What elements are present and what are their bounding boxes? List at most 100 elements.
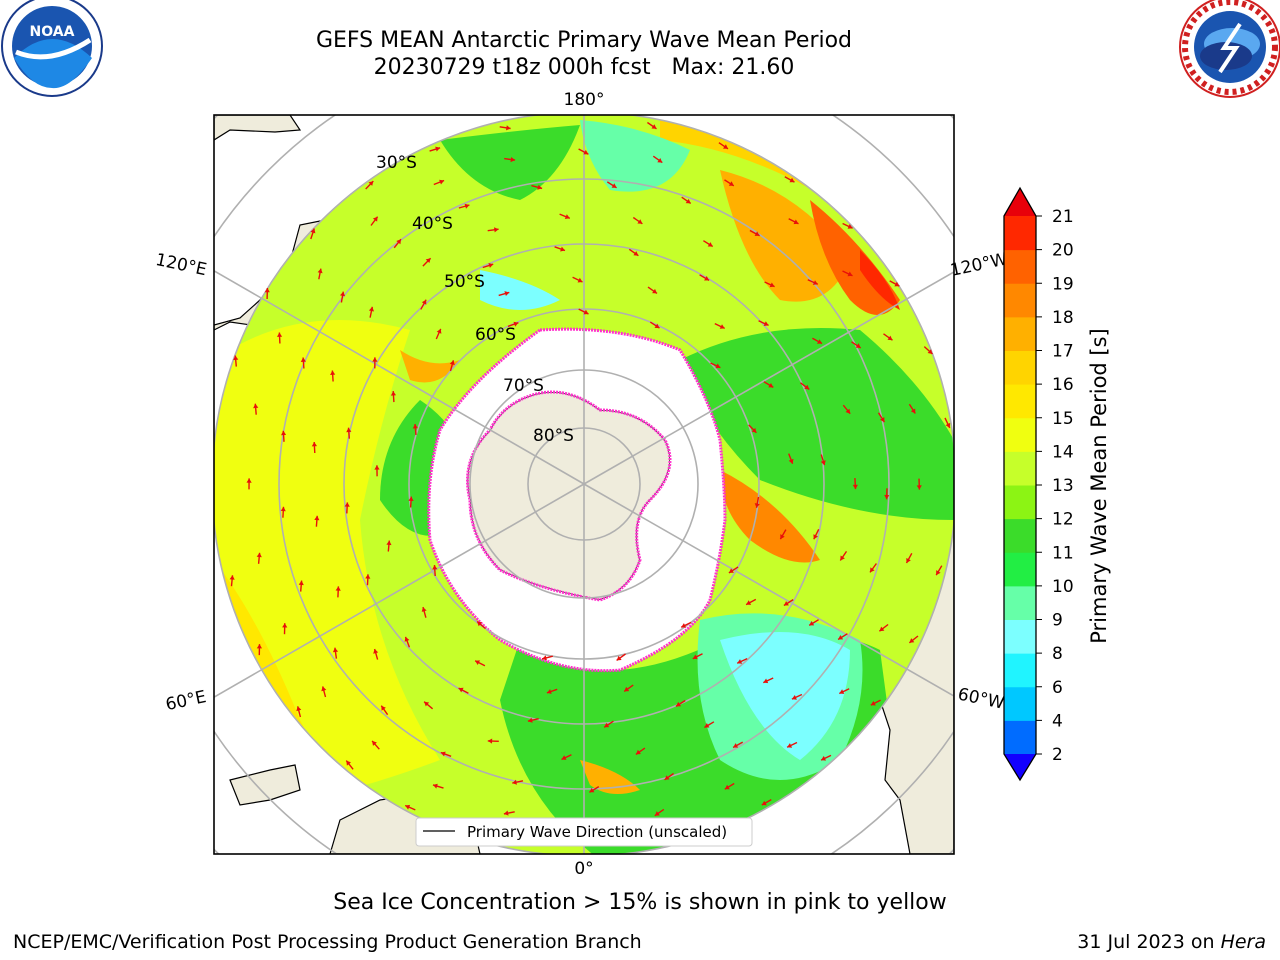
direction-arrow-head bbox=[264, 288, 270, 293]
direction-arrow-head bbox=[372, 357, 378, 362]
direction-arrow-head bbox=[751, 427, 757, 433]
direction-arrow-head bbox=[296, 706, 302, 712]
direction-arrow-head bbox=[855, 343, 861, 348]
direction-arrow-head bbox=[879, 417, 885, 423]
noaa-logo: NOAA bbox=[1, 0, 103, 97]
colorbar: 2 4 6 8 9 10 11 12 13 14 15 16 17 18 19 20 21 bbox=[1003, 186, 1074, 782]
direction-arrow-head bbox=[314, 515, 320, 521]
lon-label-60e: 60°E bbox=[164, 687, 208, 715]
sea-ice-note: Sea Ice Concentration > 15% is shown in … bbox=[333, 890, 947, 915]
direction-arrow-head bbox=[372, 216, 378, 222]
direction-arrow-head bbox=[421, 299, 427, 305]
direction-arrow-head bbox=[433, 783, 438, 789]
direction-arrow-head bbox=[277, 332, 283, 337]
direction-arrow-head bbox=[346, 427, 352, 433]
direction-arrow-head bbox=[432, 565, 438, 570]
direction-arrow-head bbox=[847, 271, 853, 277]
direction-arrow-head bbox=[298, 580, 304, 586]
direction-arrow-head bbox=[783, 601, 789, 606]
colorbar-segment bbox=[1004, 283, 1036, 318]
direction-arrow-head bbox=[768, 383, 774, 388]
direction-arrow-head bbox=[719, 324, 725, 329]
lat-label-40: 40°S bbox=[412, 214, 453, 234]
direction-arrow-head bbox=[793, 219, 799, 225]
direction-arrow-head bbox=[405, 804, 411, 810]
lon-label-60w: 60°W bbox=[956, 684, 1006, 713]
direction-arrow-head bbox=[787, 743, 793, 748]
direction-arrow-head bbox=[761, 800, 767, 806]
direction-arrow-head bbox=[657, 158, 663, 163]
direction-arrow-head bbox=[692, 654, 698, 660]
direction-arrow-head bbox=[494, 227, 499, 233]
colorbar-tick-label: 6 bbox=[1052, 678, 1063, 698]
direction-arrow-head bbox=[685, 198, 691, 204]
colorbar-tick-label: 8 bbox=[1052, 644, 1063, 664]
direction-arrow-head bbox=[676, 701, 681, 707]
direction-arrow-head bbox=[365, 574, 371, 579]
direction-arrow-head bbox=[633, 251, 639, 256]
colorbar-tick-label: 20 bbox=[1052, 241, 1074, 261]
lon-label-120e: 120°E bbox=[154, 250, 209, 280]
direction-arrow-head bbox=[724, 784, 730, 790]
direction-arrow-head bbox=[728, 181, 734, 186]
direction-arrow-head bbox=[616, 655, 622, 661]
direction-arrow-head bbox=[817, 339, 822, 344]
direction-arrow-head bbox=[311, 442, 317, 447]
direction-arrow-head bbox=[936, 570, 941, 576]
direction-arrow-head bbox=[604, 722, 610, 728]
direction-arrow-head bbox=[611, 183, 617, 188]
direction-arrow-head bbox=[754, 231, 760, 236]
direction-arrow-head bbox=[488, 263, 494, 268]
direction-arrow-head bbox=[840, 555, 845, 561]
direction-arrow-head bbox=[763, 678, 769, 684]
colorbar-tick-label: 18 bbox=[1052, 308, 1074, 328]
direction-arrow-head bbox=[654, 323, 660, 329]
colorbar-tick-label: 12 bbox=[1052, 510, 1074, 530]
direction-arrow-head bbox=[346, 760, 351, 766]
direction-arrow-head bbox=[300, 357, 306, 362]
colorbar-segment bbox=[1004, 585, 1036, 620]
direction-arrow-head bbox=[368, 181, 374, 186]
wave-direction-arrows bbox=[229, 121, 951, 841]
colorbar-extend-high bbox=[1004, 188, 1036, 216]
legend-label: Primary Wave Direction (unscaled) bbox=[467, 823, 727, 841]
nws-logo bbox=[1179, 0, 1280, 98]
colorbar-segment bbox=[1004, 653, 1036, 688]
colorbar-tick-label: 9 bbox=[1052, 611, 1063, 631]
direction-arrow-head bbox=[821, 755, 826, 761]
direction-arrow-head bbox=[681, 623, 687, 628]
direction-arrow-head bbox=[527, 717, 533, 723]
direction-arrow-head bbox=[281, 430, 287, 436]
colorbar-extend-low bbox=[1004, 754, 1036, 780]
graticule bbox=[214, 115, 954, 854]
direction-arrow-head bbox=[813, 534, 818, 540]
direction-arrow-head bbox=[344, 502, 350, 507]
direction-arrow-head bbox=[809, 621, 815, 626]
direction-arrow-head bbox=[754, 503, 760, 508]
direction-arrow-head bbox=[733, 743, 739, 748]
direction-arrow-head bbox=[512, 779, 517, 785]
direction-arrow-head bbox=[870, 567, 875, 573]
direction-arrow-head bbox=[246, 478, 252, 483]
direction-arrow-head bbox=[404, 636, 410, 642]
direction-arrow-head bbox=[424, 701, 430, 707]
map-frame bbox=[213, 114, 955, 855]
direction-arrow-head bbox=[546, 689, 552, 694]
direction-arrow-head bbox=[368, 306, 374, 312]
direction-arrow-head bbox=[589, 787, 595, 793]
direction-arrow-head bbox=[852, 484, 858, 490]
colorbar-segment bbox=[1004, 417, 1036, 452]
direction-arrow-head bbox=[728, 568, 734, 573]
direction-arrow-head bbox=[256, 644, 262, 649]
direction-arrow-head bbox=[332, 647, 339, 653]
colorbar-segment bbox=[1004, 249, 1036, 284]
footer-producer: NCEP/EMC/Verification Post Processing Pr… bbox=[13, 931, 642, 953]
colorbar-tick-label: 15 bbox=[1052, 409, 1074, 429]
direction-arrow-head bbox=[330, 370, 336, 375]
direction-arrow-head bbox=[845, 408, 851, 414]
colorbar-tick-label: 2 bbox=[1052, 745, 1063, 765]
direction-arrow-head bbox=[879, 626, 885, 632]
direction-arrow-head bbox=[839, 689, 845, 694]
map-legend: Primary Wave Direction (unscaled) bbox=[415, 817, 753, 847]
